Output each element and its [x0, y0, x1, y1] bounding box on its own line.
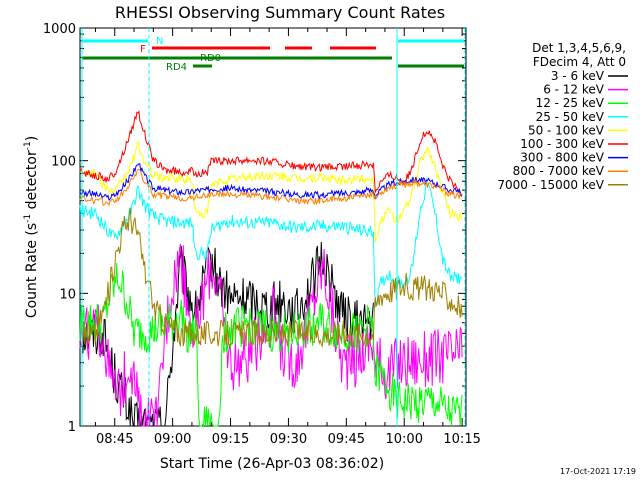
series-line-6: [79, 109, 463, 197]
legend-entry-label: 100 - 300 keV: [520, 137, 604, 151]
chart-title: RHESSI Observing Summary Count Rates: [115, 3, 445, 22]
plot-frame: [79, 27, 467, 427]
series-line-7: [79, 163, 463, 201]
x-axis-label: Start Time (26-Apr-03 08:36:02): [160, 456, 384, 472]
x-tick-label: 09:30: [270, 432, 307, 447]
y-axis-label: Count Rate (s-1 detector-1): [23, 136, 40, 318]
attenuator-bar-label: F: [140, 44, 146, 55]
night-bar-label: N: [156, 36, 163, 47]
legend-entry-label: 300 - 800 keV: [520, 151, 604, 165]
legend: Det 1,3,4,5,6,9, FDecim 4, Att 0 3 - 6 k…: [497, 41, 628, 192]
legend-entry-label: 25 - 50 keV: [536, 110, 605, 124]
series-line-5: [79, 140, 463, 243]
series-line-3: [79, 263, 463, 428]
y-tick-label: 100: [51, 155, 76, 170]
series-line-9: [79, 207, 463, 349]
legend-entry-label: 800 - 7000 keV: [513, 164, 605, 178]
x-axis-ticks: 08:45 09:00 09:15 09:30 09:45 10:00 10:15: [94, 28, 481, 447]
x-tick-label: 09:45: [328, 432, 365, 447]
x-tick-label: 08:45: [96, 432, 133, 447]
legend-header-line-2: FDecim 4, Att 0: [533, 55, 626, 69]
x-tick-label: 09:00: [154, 432, 191, 447]
series-line-4: [79, 178, 463, 308]
x-tick-label: 10:00: [386, 432, 423, 447]
y-tick-label: 1: [68, 420, 76, 435]
series-line-8: [79, 169, 463, 207]
x-tick-label: 10:15: [443, 432, 480, 447]
legend-entry-label: 6 - 12 keV: [543, 83, 605, 97]
legend-header-line-1: Det 1,3,4,5,6,9,: [532, 41, 626, 55]
x-tick-label: 09:15: [212, 432, 249, 447]
legend-entry-label: 12 - 25 keV: [536, 96, 605, 110]
series-lines: [79, 109, 463, 428]
y-tick-label: 10: [59, 287, 76, 302]
y-tick-label: 1000: [43, 22, 76, 37]
legend-entry-label: 3 - 6 keV: [551, 69, 605, 83]
decim-bar-label-rd0: RD0: [200, 53, 221, 64]
night-boundaries: [81, 28, 466, 426]
timestamp: 17-Oct-2021 17:19: [560, 467, 636, 476]
decim-bar-label-rd4: RD4: [166, 62, 187, 73]
legend-entry-label: 50 - 100 keV: [528, 123, 605, 137]
status-bars: N F RD4 RD0: [82, 36, 464, 73]
legend-entry-label: 7000 - 15000 keV: [497, 178, 604, 192]
series-line-2: [79, 243, 463, 427]
